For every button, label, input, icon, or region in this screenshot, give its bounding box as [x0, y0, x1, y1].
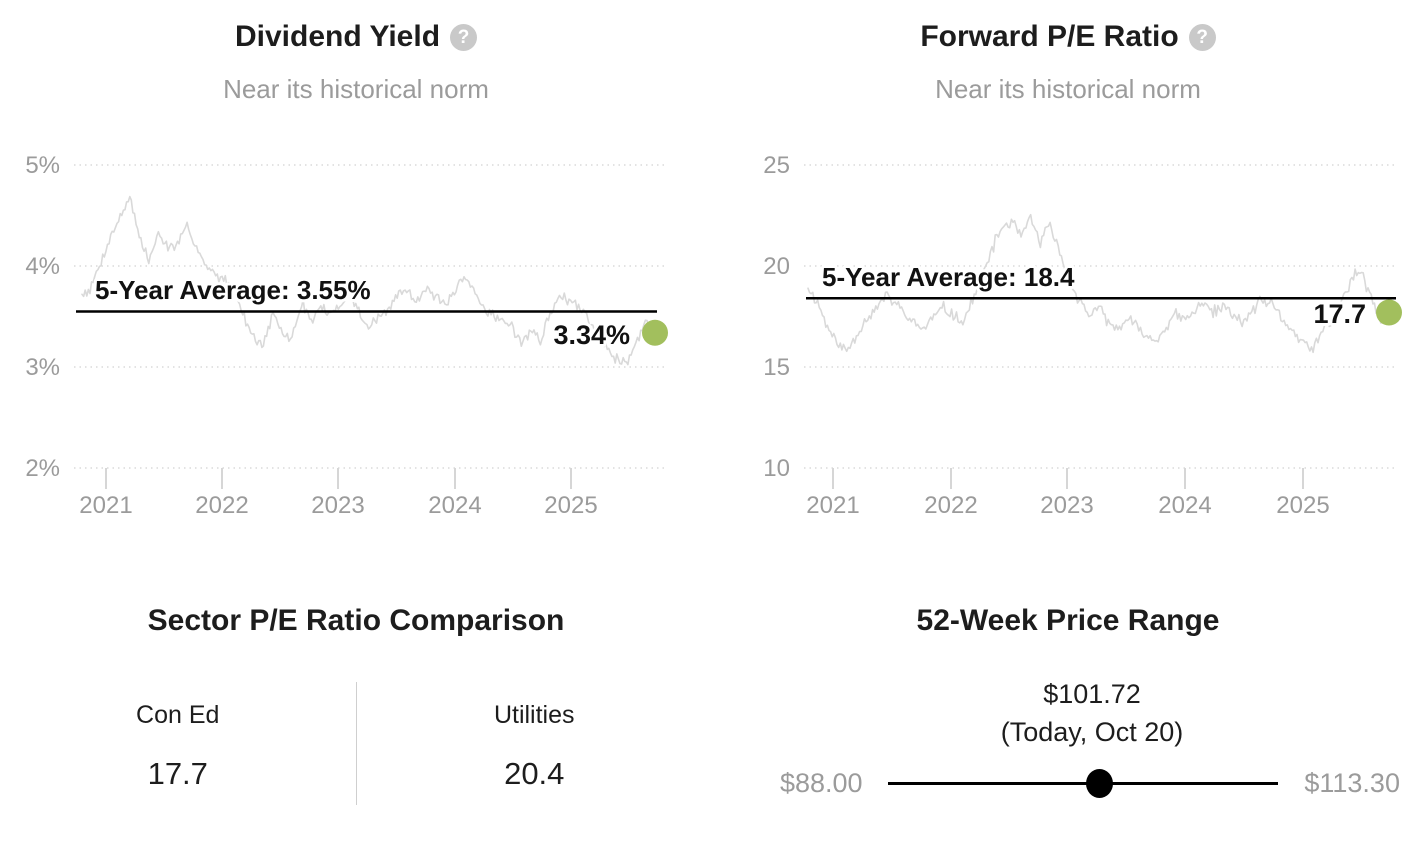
current-price-marker — [1086, 768, 1113, 798]
price-range-slider: $88.00 $113.30 — [723, 766, 1424, 800]
current-price-block: $101.72 (Today, Oct 20) — [736, 678, 1424, 749]
sector-comparison-columns: Con Ed 17.7 Utilities 20.4 — [0, 682, 712, 805]
sector-cell-utilities: Utilities 20.4 — [355, 682, 713, 805]
y-tick-label: 2% — [25, 455, 60, 482]
x-tick-label: 2022 — [924, 492, 977, 519]
x-tick-label: 2021 — [79, 492, 132, 519]
y-tick-label: 5% — [25, 152, 60, 179]
forward-pe-chart: 2021 2022 2023 2024 2025 25 20 15 10 5-Year Ave… — [763, 152, 1402, 519]
series-line — [81, 195, 656, 366]
sector-cell-label: Con Ed — [136, 701, 220, 729]
series-line — [807, 213, 1390, 354]
x-tick-label: 2022 — [195, 492, 248, 519]
x-tick-label: 2025 — [544, 492, 597, 519]
forward-pe-header: Forward P/E Ratio ? Near its historical … — [712, 22, 1424, 102]
gridlines — [74, 164, 667, 469]
average-label: 5-Year Average: 18.4 — [822, 262, 1075, 292]
x-tick-label: 2024 — [1158, 492, 1211, 519]
dividend-yield-title: Dividend Yield — [234, 20, 441, 53]
y-tick-label: 4% — [25, 253, 60, 280]
current-value-label: 17.7 — [1313, 299, 1366, 329]
sector-cell-value: 20.4 — [504, 756, 565, 791]
help-icon[interactable]: ? — [1188, 23, 1216, 51]
range-low-label: $88.00 — [779, 767, 863, 798]
sector-cell-label: Utilities — [493, 701, 575, 729]
dividend-yield-panel: Dividend Yield ? Near its historical nor… — [0, 0, 712, 530]
price-range-panel: 52-Week Price Range $101.72 (Today, Oct … — [712, 560, 1424, 846]
current-value-marker — [642, 319, 668, 346]
current-value-label: 3.34% — [553, 320, 630, 350]
y-tick-label: 10 — [763, 455, 790, 482]
x-tick-label: 2023 — [1040, 492, 1093, 519]
y-tick-label: 20 — [763, 253, 790, 280]
x-tick-label: 2021 — [806, 492, 859, 519]
forward-pe-panel: Forward P/E Ratio ? Near its historical … — [712, 0, 1424, 530]
x-tick-label: 2023 — [311, 492, 364, 519]
help-icon[interactable]: ? — [450, 23, 478, 51]
x-axis: 2021 2022 2023 2024 2025 — [79, 468, 598, 519]
current-price: $101.72 — [1043, 679, 1141, 709]
current-price-date: (Today, Oct 20) — [1000, 717, 1184, 747]
sector-cell-value: 17.7 — [147, 756, 208, 791]
forward-pe-subtitle: Near its historical norm — [935, 74, 1201, 104]
average-label: 5-Year Average: 3.55% — [95, 275, 371, 305]
range-track — [887, 766, 1279, 800]
dividend-yield-header: Dividend Yield ? Near its historical nor… — [0, 20, 712, 104]
y-tick-label: 3% — [25, 354, 60, 381]
sector-comparison-title: Sector P/E Ratio Comparison — [147, 604, 565, 637]
gridlines — [804, 164, 1398, 469]
x-tick-label: 2024 — [428, 492, 481, 519]
forward-pe-title: Forward P/E Ratio — [920, 20, 1179, 53]
y-axis: 25 20 15 10 — [763, 152, 790, 482]
dividend-yield-subtitle: Near its historical norm — [223, 74, 489, 104]
x-tick-label: 2025 — [1276, 492, 1329, 519]
sector-cell-con-ed: Con Ed 17.7 — [0, 682, 356, 805]
y-axis: 5% 4% 3% 2% — [25, 152, 60, 482]
range-line — [887, 781, 1279, 785]
y-tick-label: 15 — [763, 354, 790, 381]
sector-pe-comparison-panel: Sector P/E Ratio Comparison Con Ed 17.7 … — [0, 560, 712, 846]
range-high-label: $113.30 — [1304, 767, 1400, 798]
price-range-title: 52-Week Price Range — [916, 604, 1220, 637]
dividend-yield-chart: 2021 2022 2023 2024 2025 5% 4% 3% 2% 5-Year Ave… — [25, 152, 668, 519]
y-tick-label: 25 — [763, 152, 790, 179]
x-axis: 2021 2022 2023 2024 2025 — [806, 468, 1330, 519]
current-value-marker — [1376, 299, 1402, 326]
